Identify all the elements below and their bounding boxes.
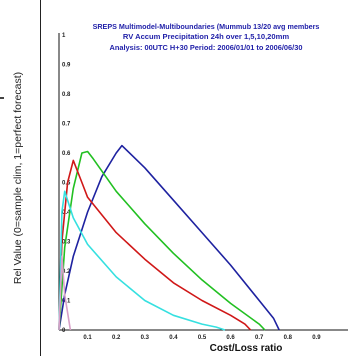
x-tick-label: 0.5 xyxy=(198,335,207,341)
chart-axes xyxy=(58,33,348,331)
y-tick-label: 0.4 xyxy=(62,210,71,216)
x-axis-label-group: Cost/Loss ratio xyxy=(210,343,283,354)
y-tick-label: 1 xyxy=(62,33,66,39)
x-tick-label: 0.3 xyxy=(141,335,150,341)
chart-series-lines xyxy=(58,144,280,331)
y-tick-label: 0.5 xyxy=(62,181,71,187)
chart-title-line: RV Accum Precipitation 24h over 1,5,10,2… xyxy=(123,32,290,41)
y-tick-label: 0.9 xyxy=(62,63,71,69)
left-margin-panel xyxy=(0,0,40,356)
series-line-5 xyxy=(58,255,72,331)
chart-title-line: SREPS Multimodel-Multiboundaries (Mummub… xyxy=(93,22,320,31)
series-line-3 xyxy=(58,159,252,331)
x-tick-labels: 0.1 0.2 0.3 0.4 0.5 0.6 0.7 0.8 0.9 xyxy=(83,335,321,341)
chart-left-border xyxy=(40,0,41,356)
x-tick-label: 0.6 xyxy=(226,335,235,341)
x-tick-label: 0.4 xyxy=(169,335,178,341)
y-tick-label: 0.6 xyxy=(62,151,71,157)
x-tick-label: 0.8 xyxy=(284,335,293,341)
x-tick-label: 0.1 xyxy=(83,335,92,341)
y-tick-label: 0 xyxy=(62,328,66,334)
chart-title-line: Analysis: 00UTC H+30 Period: 2006/01/01 … xyxy=(110,43,303,52)
chart-title-block: SREPS Multimodel-Multiboundaries (Mummub… xyxy=(93,22,320,52)
series-line-2 xyxy=(58,150,266,331)
series-line-1 xyxy=(58,144,280,331)
y-tick-label: 0.7 xyxy=(62,122,71,128)
y-tick-label: 0.2 xyxy=(62,269,71,275)
y-tick-label: 0.8 xyxy=(62,92,71,98)
y-tick-label: 0.3 xyxy=(62,240,71,246)
x-tick-label: 0.7 xyxy=(255,335,264,341)
x-tick-label: 0.2 xyxy=(112,335,121,341)
series-line-4 xyxy=(58,190,226,331)
x-axis-label: Cost/Loss ratio xyxy=(210,343,283,354)
x-tick-label: 0.9 xyxy=(312,335,321,341)
side-divider xyxy=(0,97,4,99)
